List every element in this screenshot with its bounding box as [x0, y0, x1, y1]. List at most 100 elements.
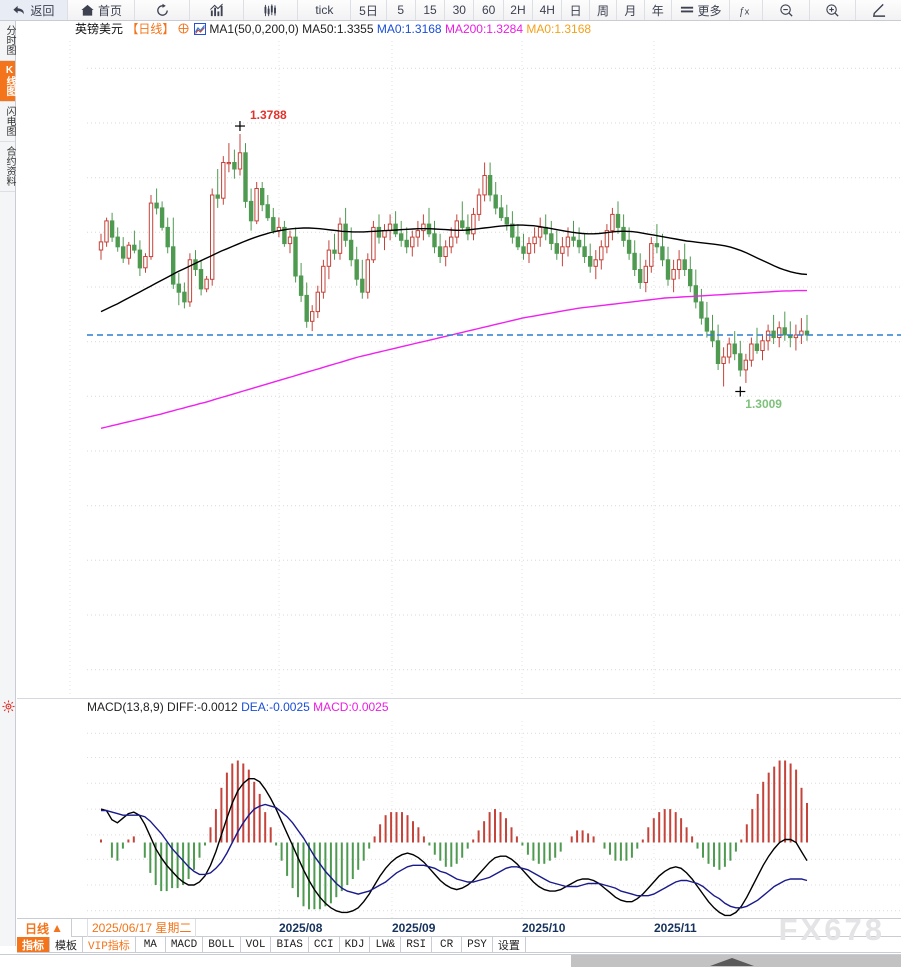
horizontal-scrollbar[interactable] — [0, 954, 901, 967]
sidebar-item-contract[interactable]: 合约资料 — [0, 142, 15, 192]
tab-tick[interactable]: tick — [298, 0, 352, 20]
indicator-button-label: LW& — [375, 938, 396, 951]
macd-dea-value: DEA:-0.0025 — [241, 700, 310, 714]
indicator-button-[interactable]: 模板 — [50, 937, 83, 952]
price-pane[interactable]: 英镑美元 【日线】 MA1(50,0,200,0) MA50:1.3355 MA… — [17, 21, 901, 697]
sidebar-label-kline: K线图 — [4, 65, 15, 96]
sidebar-item-kline[interactable]: K线图 — [0, 61, 15, 102]
ma0-orange-value: MA0:1.3168 — [526, 22, 592, 36]
circle-minus-icon[interactable] — [178, 23, 189, 34]
hamburger-icon — [680, 6, 693, 12]
fx-clear-icon: f x — [740, 6, 750, 17]
macd-macd-value: MACD:0.0025 — [313, 700, 389, 714]
candlestick-button[interactable] — [244, 0, 299, 20]
indicator-button-rsi[interactable]: RSI — [401, 937, 433, 952]
indicator-button-label: 设置 — [497, 939, 520, 952]
tab-h2[interactable]: 2H — [504, 0, 534, 20]
indicator-button-label: MA — [143, 938, 157, 951]
mini-chart-icon[interactable] — [194, 23, 207, 35]
date-tick-label: 2025/10 — [522, 921, 566, 935]
macd-pane-header: MACD(13,8,9) DIFF:-0.0012 DEA:-0.0025 MA… — [17, 699, 389, 716]
home-button[interactable]: 首页 — [68, 0, 136, 20]
indicator-button-label: RSI — [406, 938, 427, 951]
svg-text:f: f — [740, 6, 745, 17]
tab-5day[interactable]: 5日 — [351, 0, 387, 20]
tick-label: tick — [315, 3, 334, 17]
indicator-button-cci[interactable]: CCI — [309, 937, 340, 952]
tab-m15[interactable]: 15 — [416, 0, 446, 20]
home-icon — [81, 4, 94, 16]
back-button[interactable]: 返回 — [0, 0, 68, 20]
indicator-button-vip[interactable]: VIP指标 — [83, 937, 136, 953]
tab-week[interactable]: 周 — [590, 0, 618, 20]
chart-area: 英镑美元 【日线】 MA1(50,0,200,0) MA50:1.3355 MA… — [17, 21, 901, 946]
zoom-in-icon — [826, 3, 839, 17]
period-selector-arrow: ▲ — [51, 921, 63, 935]
indicator-button-vol[interactable]: VOL — [241, 937, 272, 952]
back-arrow-icon — [13, 5, 25, 14]
indicator-button-psy[interactable]: PSY — [462, 937, 493, 952]
period-selector[interactable]: 日线 ▲ — [17, 919, 72, 937]
sidebar-label-timeshare: 分时图 — [4, 25, 15, 55]
tab-year[interactable]: 年 — [645, 0, 672, 20]
indicator-button-label: BIAS — [276, 938, 303, 951]
macd-diff-value: DIFF:-0.0012 — [167, 700, 238, 714]
zoom-out-button[interactable] — [763, 0, 810, 20]
zoom-in-button[interactable] — [810, 0, 857, 20]
more-button[interactable]: 更多 — [672, 0, 731, 20]
macd-pane[interactable]: MACD(13,8,9) DIFF:-0.0012 DEA:-0.0025 MA… — [17, 698, 901, 938]
draw-tools-button[interactable] — [856, 0, 901, 20]
indicator-button-label: KDJ — [344, 938, 365, 951]
macd-plot[interactable] — [17, 699, 901, 939]
indicator-button-label: CCI — [313, 938, 334, 951]
indicator-button-bias[interactable]: BIAS — [271, 937, 309, 952]
price-plot[interactable] — [17, 21, 901, 697]
price-pane-header: 英镑美元 【日线】 MA1(50,0,200,0) MA50:1.3355 MA… — [17, 21, 591, 38]
indicator-button-cr[interactable]: CR — [432, 937, 463, 952]
scroll-up-arrow-icon[interactable] — [710, 958, 754, 966]
indicator-button-label: MACD — [170, 938, 198, 951]
day-label: 日 — [569, 3, 582, 18]
indicator-button-label: CR — [439, 938, 454, 951]
indicator-button-macd[interactable]: MACD — [166, 937, 204, 952]
date-axis: 日线 ▲ 2025/06/17 星期二 2025/08 2025/09 2025/10… — [17, 918, 901, 937]
h4-label: 4H — [539, 3, 555, 17]
week-label: 周 — [596, 3, 609, 18]
sidebar-item-lightning[interactable]: 闪电图 — [0, 102, 15, 142]
h2-label: 2H — [510, 3, 526, 17]
indicator-button-lw[interactable]: LW& — [370, 937, 402, 952]
indicator-button-label: VIP指标 — [88, 940, 130, 953]
bar-chart-icon — [209, 3, 223, 16]
indicator-button-label: PSY — [467, 938, 487, 951]
macd-title: MACD(13,8,9) — [87, 700, 164, 714]
low-price-annotation: 1.3009 — [745, 396, 782, 411]
tab-day[interactable]: 日 — [562, 0, 590, 20]
sidebar-label-contract: 合约资料 — [4, 146, 15, 186]
m30-label: 30 — [452, 3, 466, 17]
tab-m60[interactable]: 60 — [474, 0, 504, 20]
tab-h4[interactable]: 4H — [533, 0, 563, 20]
sidebar-label-lightning: 闪电图 — [4, 106, 15, 136]
more-label: 更多 — [697, 3, 722, 18]
tab-month[interactable]: 月 — [617, 0, 645, 20]
tab-m5[interactable]: 5 — [387, 0, 416, 20]
indicator-button-kdj[interactable]: KDJ — [340, 937, 371, 952]
clear-indicators-button[interactable]: f x — [730, 0, 764, 20]
indicator-button-[interactable]: 设置 — [493, 937, 526, 952]
indicator-toolbar: 指标 模板 VIP指标 MA MACD BOLL VOL BIAS CCI KDJ LW& RSI CR… — [17, 937, 901, 953]
svg-text:x: x — [744, 6, 749, 16]
m15-label: 15 — [423, 3, 437, 17]
sidebar-item-timeshare[interactable]: 分时图 — [0, 21, 15, 61]
indicator-button-ma[interactable]: MA — [136, 937, 166, 952]
sun-icon[interactable] — [2, 700, 15, 713]
bar-chart-button[interactable] — [190, 0, 244, 20]
zoom-out-icon — [779, 3, 793, 17]
tab-m30[interactable]: 30 — [445, 0, 475, 20]
date-tick-label: 2025/11 — [654, 921, 697, 935]
refresh-button[interactable] — [135, 0, 190, 20]
pencil-icon — [873, 3, 886, 17]
indicator-button-[interactable]: 指标 — [17, 937, 50, 952]
indicator-button-boll[interactable]: BOLL — [203, 937, 241, 952]
indicator-button-label: 模板 — [55, 939, 77, 952]
